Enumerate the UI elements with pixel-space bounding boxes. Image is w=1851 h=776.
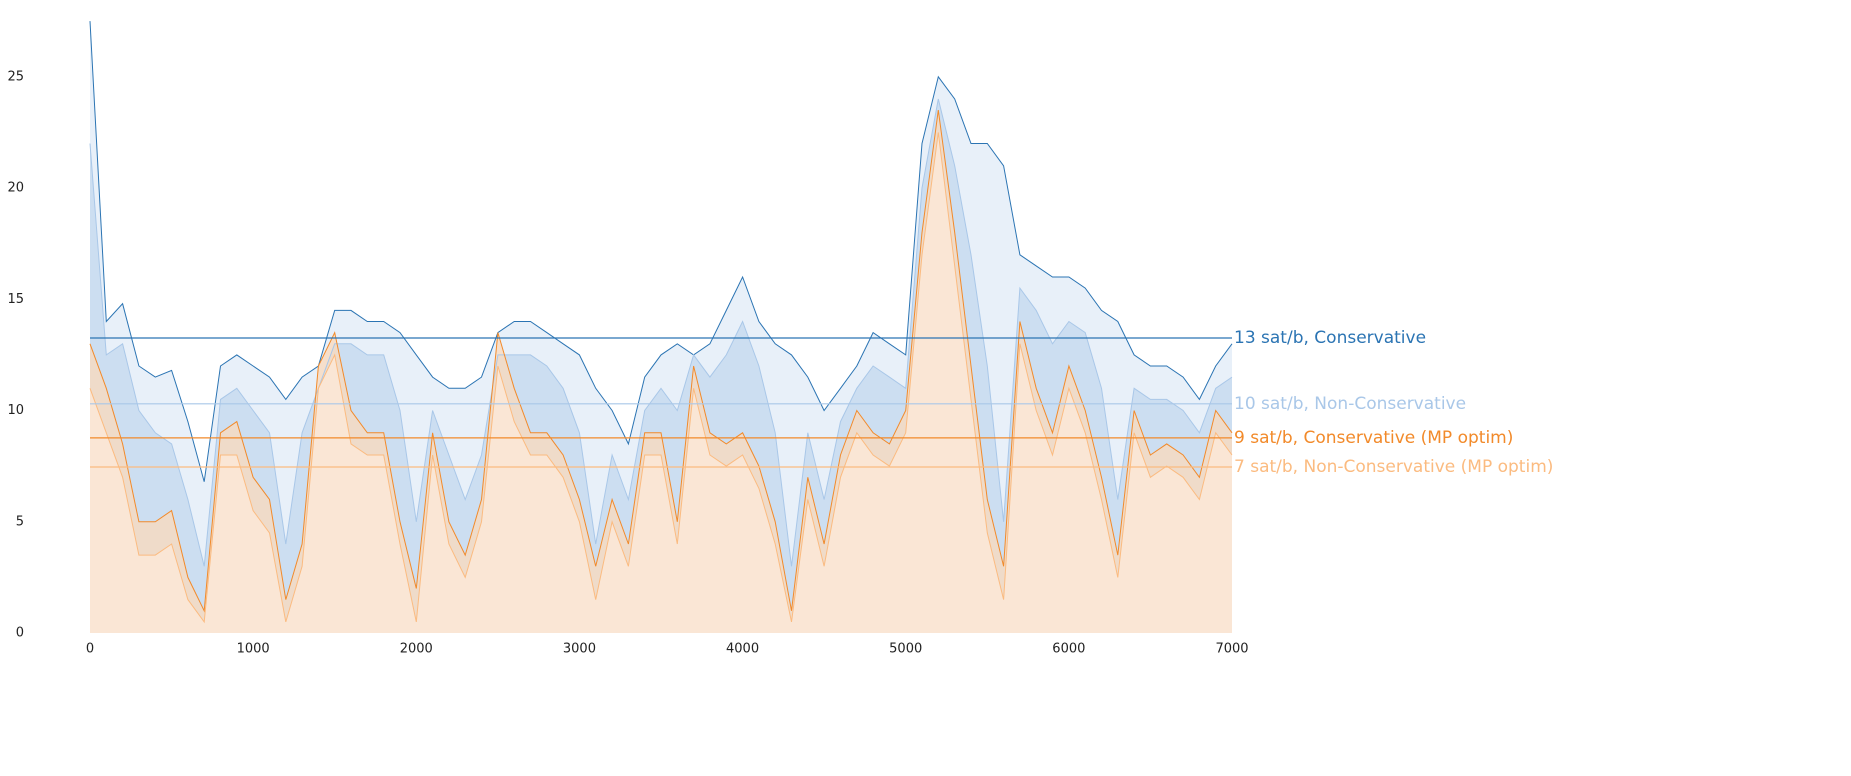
series-line: [89, 110, 1233, 613]
y-tick-label: 0: [16, 626, 24, 641]
series-line: [89, 21, 1233, 482]
reference-label: 7 sat/b, Non-Conservative (MP optim): [1234, 457, 1553, 477]
lines: [89, 21, 1233, 624]
series-line: [89, 98, 1233, 567]
fills: [90, 21, 1232, 634]
y-tick-label: 15: [7, 292, 24, 307]
series-line: [89, 132, 1233, 624]
x-tick-label: 5000: [889, 642, 922, 657]
x-tick-label: 1000: [237, 642, 270, 657]
x-tick-label: 0: [86, 642, 94, 657]
y-tick-label: 5: [16, 514, 24, 529]
reference-label: 10 sat/b, Non-Conservative: [1234, 394, 1466, 414]
x-tick-label: 2000: [400, 642, 433, 657]
x-tick-label: 3000: [563, 642, 596, 657]
x-tick-label: 7000: [1215, 642, 1248, 657]
area-fill: [90, 132, 1232, 633]
y-tick-label: 25: [7, 69, 24, 84]
x-tick-label: 6000: [1052, 642, 1085, 657]
x-tick-label: 4000: [726, 642, 759, 657]
y-tick-label: 10: [7, 403, 24, 418]
reference-label: 13 sat/b, Conservative: [1234, 328, 1426, 348]
y-tick-label: 20: [7, 181, 24, 196]
reference-label: 9 sat/b, Conservative (MP optim): [1234, 428, 1513, 448]
